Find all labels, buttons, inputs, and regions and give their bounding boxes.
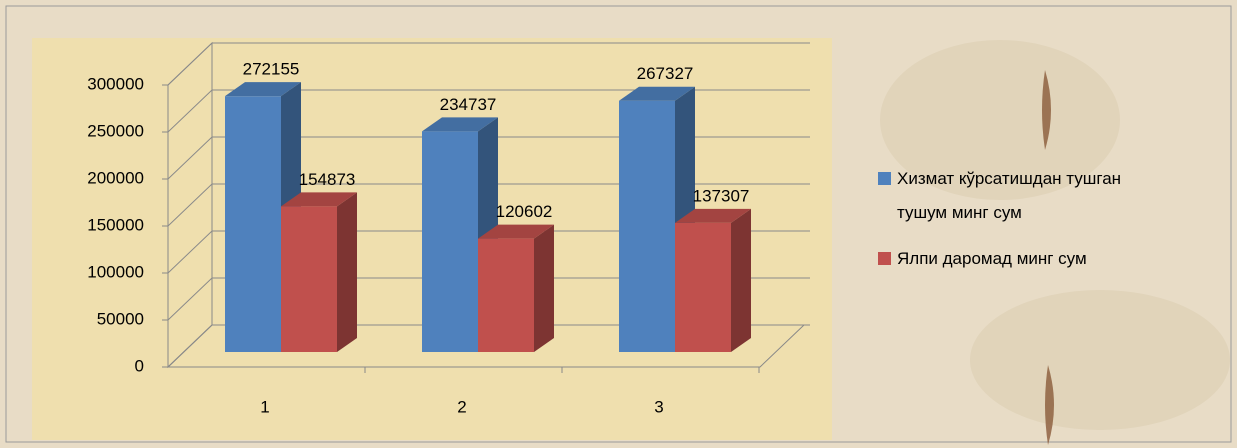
legend-item: Ялпи даромад минг сум xyxy=(878,242,1168,276)
fish-decoration xyxy=(1042,70,1051,150)
y-tick-label: 200000 xyxy=(87,168,144,187)
data-label: 272155 xyxy=(243,60,300,79)
legend-swatch xyxy=(878,172,891,185)
bar-top xyxy=(619,86,695,101)
legend: Хизмат кўрсатишдан тушган тушум минг сум… xyxy=(878,162,1168,288)
x-tick-label: 2 xyxy=(457,397,466,416)
legend-item: Хизмат кўрсатишдан тушган тушум минг сум xyxy=(878,162,1168,230)
grid-line xyxy=(167,42,810,86)
legend-swatch xyxy=(878,252,891,265)
plot: 0 50000 100000 150000 200000 250000 300000 1 272… xyxy=(87,41,810,416)
grid-line xyxy=(167,183,810,227)
grid-line xyxy=(167,136,810,180)
grid-line xyxy=(167,89,810,133)
bar-side xyxy=(534,224,554,352)
bar-top xyxy=(225,82,301,97)
y-tick-label: 100000 xyxy=(87,262,144,281)
fish-decoration xyxy=(1045,365,1054,445)
y-tick-label: 300000 xyxy=(87,74,144,93)
bar xyxy=(281,206,337,352)
data-label: 234737 xyxy=(440,95,497,114)
bar xyxy=(422,131,478,352)
y-tick-label: 0 xyxy=(135,356,144,375)
data-label: 137307 xyxy=(693,186,750,205)
grid-line xyxy=(167,277,810,321)
bar xyxy=(225,96,281,352)
y-tick-label: 150000 xyxy=(87,215,144,234)
grid-line xyxy=(167,324,810,368)
y-tick-label: 250000 xyxy=(87,121,144,140)
bar-top xyxy=(281,192,357,207)
data-label: 267327 xyxy=(637,64,694,83)
bar-side xyxy=(731,208,751,352)
x-tick-label: 3 xyxy=(654,397,663,416)
bar xyxy=(675,222,731,352)
data-label: 120602 xyxy=(496,202,553,221)
bar xyxy=(619,100,675,353)
x-tick-label: 1 xyxy=(260,397,269,416)
data-label: 154873 xyxy=(299,170,356,189)
texture xyxy=(970,290,1230,430)
bar-top xyxy=(675,208,751,223)
bar-top xyxy=(422,117,498,132)
bar-top xyxy=(478,224,554,239)
grid-line xyxy=(167,230,810,274)
bar xyxy=(478,238,534,352)
texture xyxy=(880,40,1120,200)
y-tick-label: 50000 xyxy=(97,309,144,328)
bar-side xyxy=(337,192,357,352)
legend-label: Ялпи даромад минг сум xyxy=(897,249,1087,268)
legend-label: Хизмат кўрсатишдан тушган тушум минг сум xyxy=(897,169,1122,222)
